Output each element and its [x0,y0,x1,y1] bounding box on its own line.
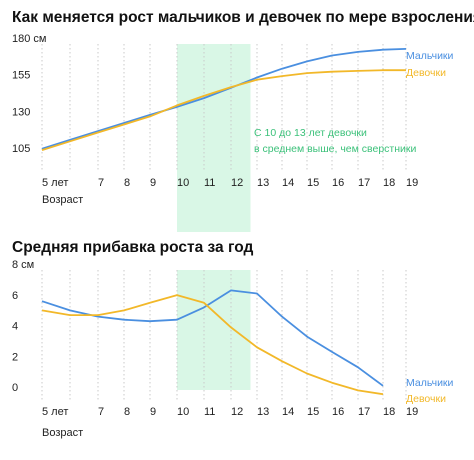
chart2-x-tick-label: 15 [307,406,319,418]
chart1-x-tick-label: 7 [98,177,104,189]
chart1-y-tick-label: 155 [12,70,30,82]
chart2-x-tick-label: 18 [383,406,395,418]
chart1-x-tick-label: 17 [358,177,370,189]
chart2-x-tick-label: 19 [406,406,418,418]
chart1-x-tick-label: 12 [231,177,243,189]
chart2-y-tick-label: 4 [12,321,18,333]
chart2-x-tick-label: 10 [177,406,189,418]
chart1-y-tick-label: 130 [12,106,30,118]
chart1-x-tick-label: 8 [124,177,130,189]
chart1-x-tick-label: 9 [150,177,156,189]
chart2-highlight-band [177,270,251,390]
chart1-x-tick-label: 16 [332,177,344,189]
chart2-y-tick-label: 0 [12,382,18,394]
chart2-x-tick-label: 14 [282,406,294,418]
chart2-y-tick-label: 6 [12,290,18,302]
chart1-annotation-line: С 10 до 13 лет девочки [254,127,367,139]
chart1-y-tick-label: 105 [12,143,30,155]
chart2-series-girls-line [41,294,384,396]
chart1-legend-boys: Мальчики [406,50,454,62]
chart2-x-tick-label: 8 [124,406,130,418]
chart2-x-tick-label: 9 [150,406,156,418]
chart1-x-axis-title: Возраст [42,194,83,206]
chart2-y-tick-label: 8 см [12,259,34,271]
chart2-series-boys-line [41,289,384,387]
chart1-x-tick-label: 10 [177,177,189,189]
chart1-x-tick-label: 15 [307,177,319,189]
chart1-title: Как меняется рост мальчиков и девочек по… [12,9,474,26]
chart2-legend-boys: Мальчики [406,377,454,389]
height-chart: 5 лет 7 8 9 10 11 12 13 14 15 16 17 18 19 Возраст 105 13… [12,33,454,232]
chart2-x-tick-label: 16 [332,406,344,418]
chart1-annotation-line: в среднем выше, чем сверстники [254,143,416,155]
chart2-x-tick-label: 11 [204,406,215,418]
chart1-highlight-band [177,44,251,232]
chart1-x-tick-label: 11 [204,177,215,189]
chart2-x-tick-label: 13 [257,406,269,418]
chart1-legend-girls: Девочки [406,67,446,79]
chart1-x-tick-label: 18 [383,177,395,189]
chart2-legend-girls: Девочки [406,393,446,405]
chart2-title: Средняя прибавка роста за год [12,239,254,256]
chart2-x-axis-title: Возраст [42,427,83,439]
chart1-x-tick-label: 13 [257,177,269,189]
chart2-x-tick-label: 17 [358,406,370,418]
chart1-x-tick-label: 14 [282,177,294,189]
chart2-x-tick-label: 12 [231,406,243,418]
chart1-x-tick-label: 19 [406,177,418,189]
chart1-x-tick-label: 5 лет [42,177,68,189]
chart2-y-tick-label: 2 [12,351,18,363]
chart2-x-tick-label: 5 лет [42,406,68,418]
chart1-y-tick-label: 180 см [12,33,46,45]
chart2-x-tick-label: 7 [98,406,104,418]
chart1-series-girls-line [41,69,406,151]
